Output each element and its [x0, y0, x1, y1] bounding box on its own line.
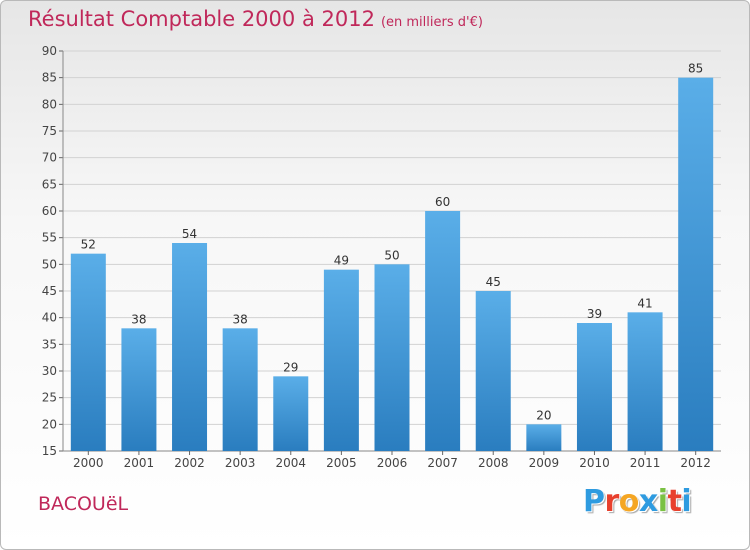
chart-subtitle: (en milliers d'€)	[380, 15, 483, 30]
y-tick-label: 75	[42, 124, 57, 138]
x-tick-label-2003: 2003	[225, 456, 256, 470]
data-label-2000: 52	[81, 238, 96, 252]
bar-2009	[526, 424, 562, 451]
bar-2001	[121, 328, 157, 451]
bar-2012	[678, 77, 714, 452]
x-tick-label-2011: 2011	[630, 456, 661, 470]
data-label-2002: 54	[182, 227, 197, 241]
logo-letter: t	[667, 484, 682, 519]
bar-2007	[425, 211, 461, 451]
x-tick-label-2009: 2009	[529, 456, 560, 470]
x-tick-label-2006: 2006	[377, 456, 408, 470]
place-name: BACOUëL	[38, 493, 129, 515]
x-tick-label-2002: 2002	[174, 456, 205, 470]
logo-letter: r	[604, 484, 620, 519]
y-tick-label: 40	[42, 311, 57, 325]
y-tick-label: 20	[42, 417, 57, 431]
chart-title-text: Résultat Comptable 2000 à 2012	[28, 7, 375, 31]
y-tick-label: 60	[42, 204, 57, 218]
x-tick-label-2001: 2001	[124, 456, 155, 470]
logo-letter: i	[681, 484, 692, 519]
y-tick-label: 25	[42, 391, 57, 405]
data-label-2007: 60	[435, 195, 450, 209]
bar-2000	[70, 253, 106, 451]
y-tick-label: 45	[42, 284, 57, 298]
data-label-2001: 38	[131, 312, 146, 326]
bar-2004	[273, 376, 309, 451]
x-tick-label-2010: 2010	[579, 456, 610, 470]
data-label-2012: 85	[688, 62, 703, 76]
data-label-2009: 20	[536, 408, 551, 422]
y-tick-label: 55	[42, 231, 57, 245]
data-label-2005: 49	[334, 254, 349, 268]
data-label-2006: 50	[384, 248, 399, 262]
y-tick-label: 30	[42, 364, 57, 378]
labels: 15 20 25 30 35 40 45 50 55 60 65 70 75 80 85 90 52 2000 38…	[42, 44, 711, 470]
data-label-2003: 38	[233, 312, 248, 326]
proxiti-logo[interactable]: Proxiti	[583, 484, 692, 519]
x-tick-label-2008: 2008	[478, 456, 509, 470]
y-tick-label: 80	[42, 97, 57, 111]
data-label-2010: 39	[587, 307, 602, 321]
x-tick-label-2007: 2007	[427, 456, 458, 470]
logo-letter: i	[657, 484, 668, 519]
bar-2003	[222, 328, 258, 451]
y-tick-label: 65	[42, 177, 57, 191]
data-label-2004: 29	[283, 360, 298, 374]
y-tick-label: 15	[42, 444, 57, 458]
x-tick-label-2004: 2004	[275, 456, 306, 470]
bars	[70, 77, 714, 452]
x-tick-label-2000: 2000	[73, 456, 104, 470]
bar-2005	[323, 269, 359, 451]
y-tick-label: 35	[42, 337, 57, 351]
chart-title: Résultat Comptable 2000 à 2012 (en millie…	[28, 7, 483, 31]
logo-letter: P	[583, 484, 605, 519]
x-tick-label-2005: 2005	[326, 456, 357, 470]
x-tick-label-2012: 2012	[680, 456, 711, 470]
bar-2006	[374, 264, 410, 451]
bar-2010	[576, 323, 612, 451]
data-label-2011: 41	[637, 296, 652, 310]
y-tick-label: 85	[42, 71, 57, 85]
y-tick-label: 70	[42, 151, 57, 165]
y-tick-label: 50	[42, 257, 57, 271]
bar-2002	[172, 243, 208, 451]
logo-letter: o	[618, 484, 640, 519]
bar-2008	[475, 291, 511, 451]
y-tick-label: 90	[42, 44, 57, 58]
logo-letter: x	[638, 484, 658, 519]
bar-2011	[627, 312, 663, 451]
data-label-2008: 45	[486, 275, 501, 289]
